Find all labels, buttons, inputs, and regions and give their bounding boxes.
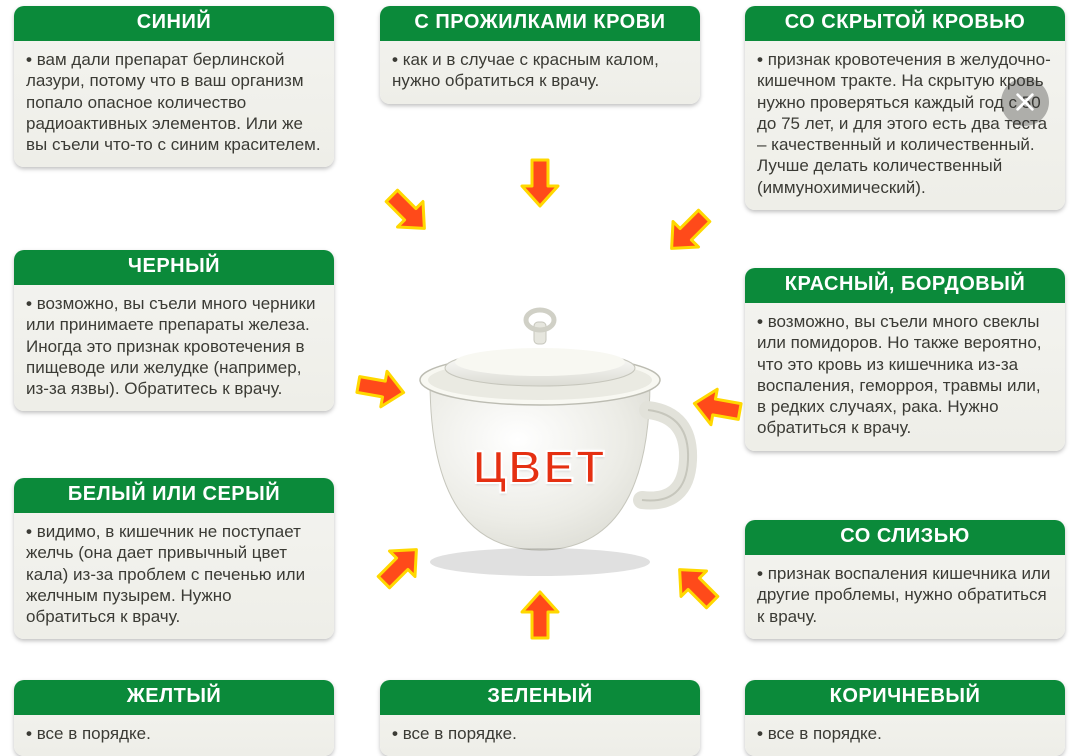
card-yellow: ЖЕЛТЫЙ все в порядке. [14,680,334,756]
card-body: видимо, в кишечник не поступает желчь (о… [14,513,334,639]
arrow-icon [343,353,413,423]
card-white-gray: БЕЛЫЙ ИЛИ СЕРЫЙ видимо, в кишечник не по… [14,478,334,639]
close-icon[interactable] [1001,78,1049,126]
card-blood-streaks: С ПРОЖИЛКАМИ КРОВИ как и в случае с крас… [380,6,700,104]
card-header: ЖЕЛТЫЙ [14,680,334,715]
card-mucus: СО СЛИЗЬЮ признак воспаления кишечника и… [745,520,1065,639]
card-body: возможно, вы съели много черники или при… [14,285,334,411]
card-body: как и в случае с красным калом, нужно об… [380,41,700,104]
arrow-icon [685,373,755,443]
card-body: все в порядке. [14,715,334,756]
card-header: СО СКРЫТОЙ КРОВЬЮ [745,6,1065,41]
card-body: вам дали препарат берлинской лазури, пот… [14,41,334,167]
card-header: С ПРОЖИЛКАМИ КРОВИ [380,6,700,41]
card-header: КОРИЧНЕВЫЙ [745,680,1065,715]
card-blue: СИНИЙ вам дали препарат берлинской лазур… [14,6,334,167]
card-body: все в порядке. [745,715,1065,756]
arrow-icon [510,150,570,210]
card-header: ЗЕЛЕНЫЙ [380,680,700,715]
card-black: ЧЕРНЫЙ возможно, вы съели много черники … [14,250,334,411]
card-body: все в порядке. [380,715,700,756]
card-header: БЕЛЫЙ ИЛИ СЕРЫЙ [14,478,334,513]
card-body: возможно, вы съели много свеклы или поми… [745,303,1065,451]
card-brown: КОРИЧНЕВЫЙ все в порядке. [745,680,1065,756]
card-red: КРАСНЫЙ, БОРДОВЫЙ возможно, вы съели мно… [745,268,1065,451]
arrow-icon [510,588,570,648]
center-title: ЦВЕТ [473,440,607,494]
arrow-icon [648,188,733,273]
card-body: признак кровотечения в желудочно-кишечно… [745,41,1065,210]
arrow-icon [364,168,449,253]
card-header: СИНИЙ [14,6,334,41]
card-green: ЗЕЛЕНЫЙ все в порядке. [380,680,700,756]
card-header: СО СЛИЗЬЮ [745,520,1065,555]
card-header: ЧЕРНЫЙ [14,250,334,285]
card-header: КРАСНЫЙ, БОРДОВЫЙ [745,268,1065,303]
card-body: признак воспаления кишечника или другие … [745,555,1065,639]
